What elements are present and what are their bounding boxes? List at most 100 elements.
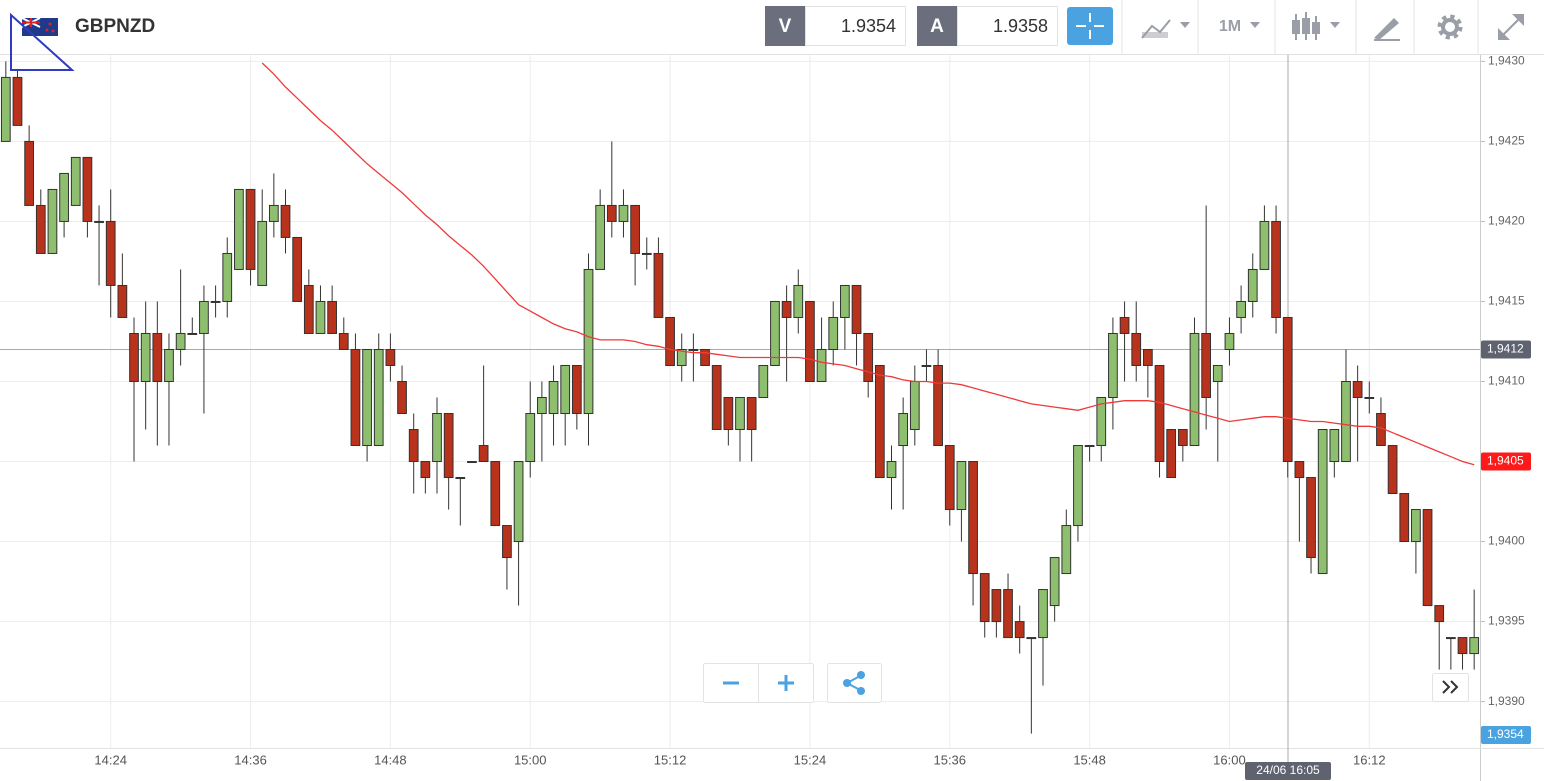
candle-body — [268, 204, 279, 222]
candle-body — [1329, 429, 1340, 463]
candle-body — [187, 332, 198, 335]
crosshair-button[interactable] — [1067, 7, 1113, 45]
candle-body — [1434, 605, 1445, 623]
candle-body — [1049, 557, 1060, 607]
candle-body — [921, 364, 932, 367]
candle-body — [537, 396, 547, 415]
chart-type-button[interactable] — [1292, 12, 1340, 40]
candle-body — [1457, 637, 1468, 655]
candle-body — [1201, 332, 1212, 398]
x-tick-label: 16:12 — [1353, 752, 1386, 767]
candle-body — [816, 348, 827, 382]
candle-body — [140, 332, 151, 382]
share-button[interactable] — [827, 663, 882, 703]
last-price-label-box — [1481, 726, 1531, 744]
bid-button[interactable] — [765, 6, 805, 46]
candle-body — [467, 461, 477, 464]
candle-body — [606, 204, 617, 222]
candle-body — [257, 220, 268, 286]
candle-body — [432, 413, 442, 463]
candle-body — [1154, 364, 1165, 463]
candle-body — [746, 396, 757, 431]
candle-body — [129, 332, 139, 382]
candle-body — [909, 380, 920, 431]
candle-body — [1247, 268, 1258, 302]
timeframe: 1M — [1219, 18, 1241, 35]
y-tick-label: 1,9430 — [1488, 54, 1525, 68]
candle-body — [280, 204, 291, 238]
zoom-controls — [703, 663, 814, 703]
candle-body — [525, 413, 536, 463]
candle-body — [1212, 364, 1223, 382]
candle-body — [1294, 461, 1305, 479]
candle-body — [222, 252, 233, 302]
candle-body — [665, 316, 675, 366]
candle-body — [968, 461, 978, 575]
candle-body — [47, 188, 58, 254]
scroll-to-end-button[interactable] — [1432, 673, 1469, 702]
candle-body — [513, 461, 524, 543]
candle-body — [1306, 477, 1316, 559]
x-tick-label: 16:00 — [1213, 752, 1246, 767]
candle-body — [618, 204, 629, 222]
candle-body — [327, 300, 337, 334]
moving-average-line — [261, 62, 1475, 466]
candle-body — [408, 429, 419, 463]
candle-body — [595, 204, 606, 270]
candle-body — [735, 396, 745, 431]
bid-price: 1.9354 — [841, 16, 896, 36]
candle-body — [210, 300, 221, 303]
indicator-button[interactable] — [1141, 19, 1190, 39]
candle-body — [676, 348, 687, 366]
candle-body — [828, 316, 839, 350]
candle-body — [933, 364, 943, 447]
candle-body — [1073, 445, 1083, 527]
candle-body — [840, 284, 850, 318]
candle-body — [490, 461, 501, 527]
y-tick-label: 1,9425 — [1488, 134, 1525, 148]
settings-button[interactable] — [1437, 14, 1463, 40]
zoom-in[interactable] — [778, 675, 794, 691]
symbol: GBPNZD — [75, 16, 155, 37]
fullscreen-button[interactable] — [1498, 14, 1524, 40]
candle-body — [362, 348, 372, 447]
y-tick-label: 1,9400 — [1488, 534, 1525, 548]
x-tick-label: 15:12 — [654, 752, 687, 767]
candle-body — [117, 284, 128, 318]
crosshair-price-label: 1,9412 — [1481, 340, 1531, 359]
candle-body — [1445, 637, 1456, 640]
candle-body — [1131, 332, 1142, 366]
x-tick-label: 15:00 — [514, 752, 547, 767]
y-tick-label: 1,9410 — [1488, 374, 1525, 388]
candle-body — [1084, 445, 1095, 448]
candle-body — [653, 252, 664, 318]
candle-body — [12, 76, 23, 126]
candle-body — [1166, 429, 1177, 479]
candle-body — [105, 220, 116, 286]
timeframe-button[interactable]: 1M — [1219, 18, 1260, 35]
y-tick-label: 1,9415 — [1488, 294, 1525, 308]
candle-body — [991, 589, 1002, 623]
candle-body — [0, 76, 11, 142]
candle-body — [1096, 396, 1107, 447]
candle-body — [1038, 589, 1048, 639]
drawing-button[interactable] — [1374, 18, 1400, 41]
candle-body — [1411, 509, 1421, 543]
ask-button[interactable] — [917, 6, 957, 46]
candle-body — [443, 413, 454, 479]
candle-body — [303, 284, 314, 334]
candle-body — [560, 364, 571, 415]
candle-body — [1061, 525, 1072, 575]
ask-label: A — [930, 16, 944, 37]
candle-body — [1026, 637, 1037, 640]
candle-body — [1108, 332, 1118, 398]
candle-body — [770, 300, 780, 366]
toolbar-separators — [1121, 0, 1479, 54]
drawing-annotation[interactable] — [10, 12, 75, 71]
ask-price: 1.9358 — [993, 16, 1048, 36]
candle-body — [1271, 220, 1281, 318]
candle-body — [385, 348, 396, 366]
candle-body — [152, 332, 163, 382]
candle-body — [688, 348, 699, 351]
